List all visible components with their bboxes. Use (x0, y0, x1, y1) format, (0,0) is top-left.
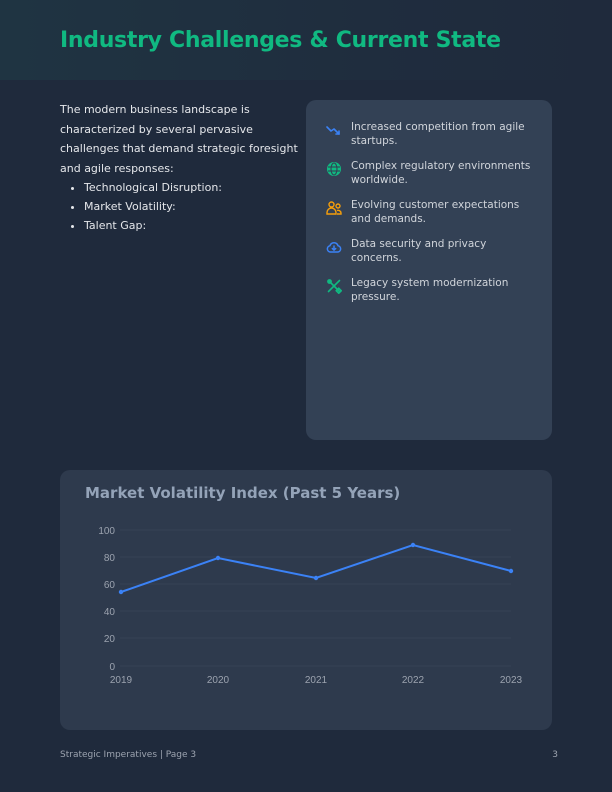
challenge-text: Complex regulatory environments worldwid… (351, 160, 531, 186)
svg-text:40: 40 (104, 607, 116, 618)
intro-bullet-list: Technological Disruption: Market Volatil… (60, 178, 300, 235)
svg-text:2021: 2021 (305, 675, 328, 686)
page-header: Industry Challenges & Current State (0, 0, 612, 80)
bullet-item: Technological Disruption: (84, 178, 300, 197)
svg-text:2020: 2020 (207, 675, 230, 686)
challenge-text: Data security and privacy concerns. (351, 238, 487, 264)
challenges-card: Increased competition from agile startup… (306, 100, 552, 440)
challenge-item: Data security and privacy concerns. (326, 237, 536, 265)
challenge-item: Legacy system modernization pressure. (326, 276, 536, 304)
svg-text:2023: 2023 (500, 675, 523, 686)
tools-icon (327, 279, 342, 294)
intro-paragraph: The modern business landscape is charact… (60, 103, 298, 175)
data-series (118, 542, 514, 595)
y-axis-ticks: 100 80 60 40 20 0 (98, 526, 115, 673)
footer-text: Strategic Imperatives | Page 3 (60, 750, 197, 760)
svg-text:2022: 2022 (402, 675, 425, 686)
page-title: Industry Challenges & Current State (60, 28, 501, 53)
svg-text:100: 100 (98, 526, 115, 537)
cloud-download-icon (326, 242, 342, 253)
volatility-chart-card: Market Volatility Index (Past 5 Years) 1… (60, 470, 552, 730)
challenge-text: Increased competition from agile startup… (351, 121, 525, 147)
chart-title: Market Volatility Index (Past 5 Years) (85, 484, 401, 502)
globe-icon (327, 162, 341, 176)
svg-text:80: 80 (104, 553, 116, 564)
line-chart: 100 80 60 40 20 0 2019 2020 2021 2022 20… (98, 526, 523, 686)
svg-text:2019: 2019 (110, 675, 133, 686)
svg-text:0: 0 (109, 662, 115, 673)
bullet-item: Talent Gap: (84, 216, 300, 235)
svg-text:60: 60 (104, 580, 116, 591)
svg-text:20: 20 (104, 634, 116, 645)
intro-section: The modern business landscape is charact… (60, 100, 300, 235)
challenge-text: Legacy system modernization pressure. (351, 277, 509, 303)
users-icon (326, 201, 342, 215)
bullet-item: Market Volatility: (84, 197, 300, 216)
grid-lines (120, 529, 511, 667)
challenge-item: Complex regulatory environments worldwid… (326, 159, 536, 187)
challenge-item: Increased competition from agile startup… (326, 120, 536, 148)
page-number: 3 (552, 750, 558, 760)
challenge-item: Evolving customer expectations and deman… (326, 198, 536, 226)
challenge-text: Evolving customer expectations and deman… (351, 199, 520, 225)
x-axis-ticks: 2019 2020 2021 2022 2023 (110, 675, 523, 686)
trending-down-icon (326, 126, 340, 135)
